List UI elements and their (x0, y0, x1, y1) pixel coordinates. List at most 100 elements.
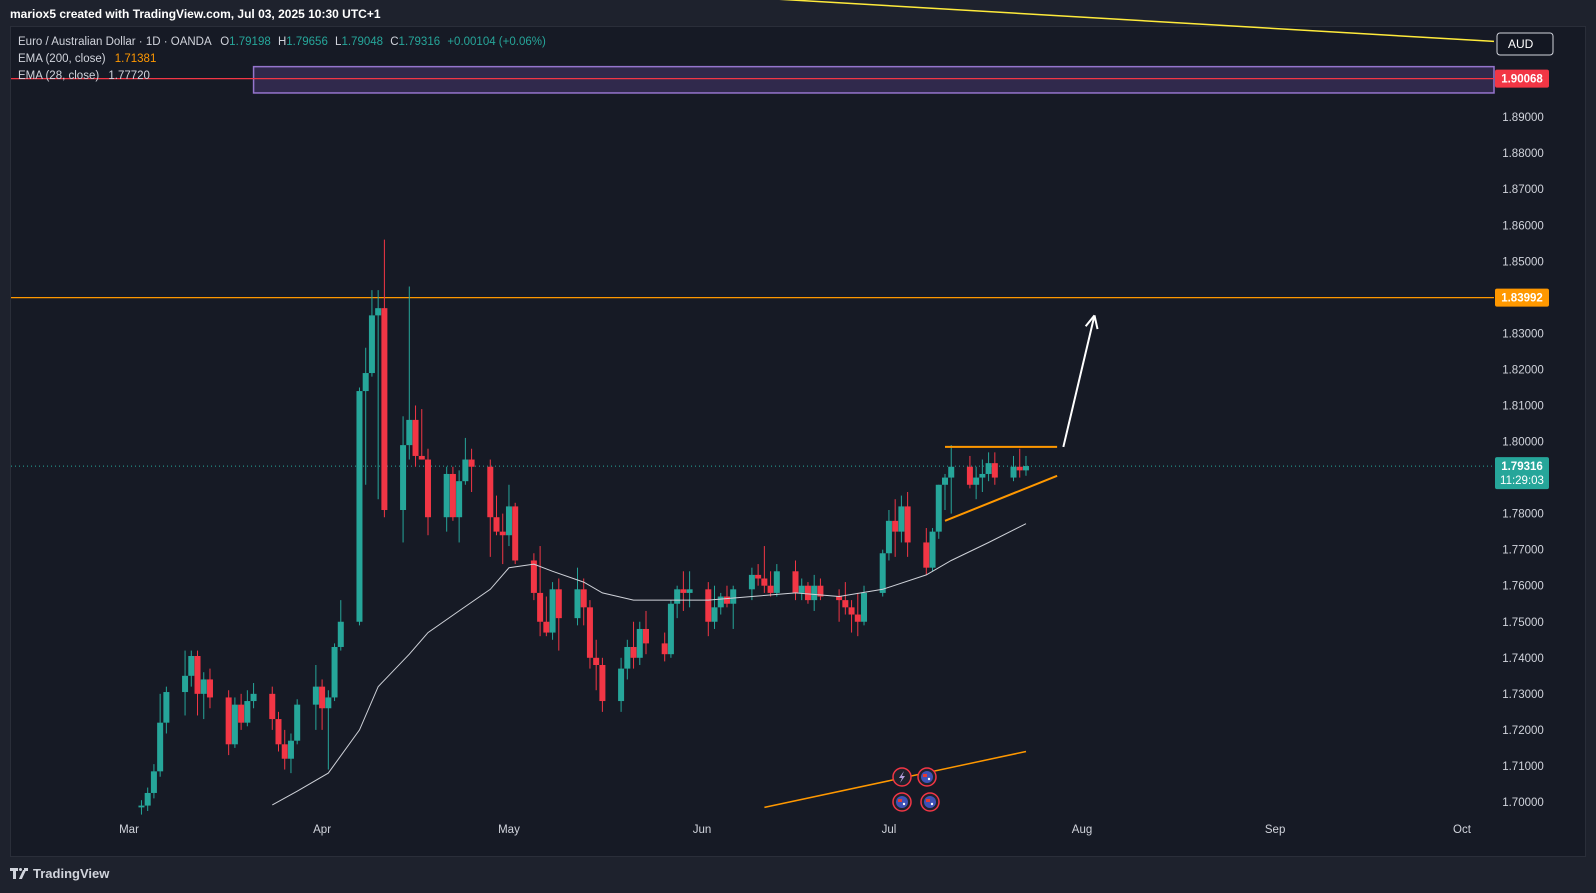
candle[interactable] (580, 578, 587, 626)
candle[interactable] (624, 639, 631, 680)
candle[interactable] (530, 553, 537, 601)
candle[interactable] (549, 582, 556, 640)
candle[interactable] (674, 585, 681, 619)
candle[interactable] (319, 679, 326, 730)
candle[interactable] (804, 582, 811, 604)
candle[interactable] (586, 600, 593, 669)
candle[interactable] (144, 787, 151, 811)
candle[interactable] (755, 564, 762, 586)
ema28-line[interactable] (272, 523, 1027, 806)
candle[interactable] (287, 733, 294, 774)
candle[interactable] (449, 466, 456, 521)
candle[interactable] (537, 546, 544, 637)
candle[interactable] (381, 239, 388, 518)
candle[interactable] (163, 686, 170, 734)
candle[interactable] (966, 455, 973, 489)
candle[interactable] (667, 600, 674, 658)
candle[interactable] (157, 693, 164, 777)
candle[interactable] (630, 621, 637, 669)
supply-zone[interactable] (252, 65, 1495, 94)
candle[interactable] (294, 699, 301, 745)
candle[interactable] (811, 574, 818, 611)
candle[interactable] (424, 448, 431, 536)
projection-arrow[interactable] (1062, 314, 1099, 448)
candle[interactable] (206, 668, 213, 709)
candle[interactable] (574, 567, 581, 626)
candle[interactable] (593, 639, 600, 691)
candle[interactable] (1022, 455, 1029, 476)
candle[interactable] (231, 697, 238, 748)
candle[interactable] (773, 564, 780, 597)
candle[interactable] (225, 690, 232, 756)
candle[interactable] (368, 290, 375, 377)
candle[interactable] (1010, 455, 1017, 482)
candle[interactable] (904, 491, 911, 557)
candle[interactable] (555, 578, 562, 651)
candle[interactable] (723, 585, 730, 608)
candle[interactable] (238, 693, 245, 730)
candle[interactable] (879, 549, 886, 597)
candle[interactable] (923, 528, 930, 575)
resistance-price-badge[interactable]: 1.83992 (1495, 288, 1549, 307)
candle[interactable] (487, 459, 494, 557)
last-price-badge[interactable]: 1.79316 11:29:03 (1495, 457, 1549, 490)
candle[interactable] (761, 546, 768, 593)
candle[interactable] (817, 578, 824, 601)
candle[interactable] (767, 571, 774, 597)
symbol-name[interactable]: Euro / Australian Dollar · 1D · OANDA (18, 36, 212, 48)
candle[interactable] (848, 600, 855, 633)
candle[interactable] (748, 567, 755, 601)
legend-ema200-row[interactable]: EMA (200, close) 1.71381 (18, 51, 546, 68)
candle[interactable] (941, 473, 948, 511)
candle[interactable] (362, 347, 369, 485)
candle[interactable] (792, 560, 799, 601)
candle[interactable] (505, 484, 512, 547)
candle[interactable] (200, 672, 207, 720)
triangle-support-line[interactable] (944, 474, 1058, 522)
candle[interactable] (705, 582, 712, 637)
candle[interactable] (468, 448, 475, 492)
zone_line-price-badge[interactable]: 1.90068 (1495, 69, 1549, 88)
candle[interactable] (188, 650, 195, 687)
candle[interactable] (711, 585, 718, 629)
candle[interactable] (150, 764, 157, 799)
candle[interactable] (643, 610, 650, 655)
candle[interactable] (331, 643, 338, 702)
candle[interactable] (948, 445, 955, 514)
candle[interactable] (798, 578, 805, 601)
candle[interactable] (462, 437, 469, 485)
candle[interactable] (973, 466, 980, 500)
candle[interactable] (991, 452, 998, 485)
long-trendline[interactable] (577, 0, 1495, 43)
candle[interactable] (512, 502, 519, 565)
candle[interactable] (618, 657, 625, 712)
candle[interactable] (543, 596, 550, 637)
candle[interactable] (375, 290, 382, 500)
candle[interactable] (1016, 448, 1023, 478)
candle[interactable] (412, 405, 419, 467)
candle[interactable] (929, 528, 936, 572)
candle[interactable] (935, 484, 942, 539)
candle[interactable] (493, 495, 500, 536)
flag-event-icon[interactable] (917, 767, 937, 787)
candle[interactable] (406, 286, 413, 460)
candle[interactable] (312, 665, 319, 730)
candle[interactable] (194, 650, 201, 716)
candle[interactable] (686, 571, 693, 608)
candle[interactable] (281, 729, 288, 770)
lightning-event-icon[interactable] (892, 767, 912, 787)
flag-event-icon[interactable] (892, 792, 912, 812)
candle[interactable] (418, 409, 425, 460)
tradingview-logo[interactable]: TradingView (10, 866, 109, 881)
candle[interactable] (250, 683, 257, 709)
candle[interactable] (636, 621, 643, 666)
candle[interactable] (456, 470, 463, 543)
candle[interactable] (400, 416, 407, 543)
candle[interactable] (244, 690, 251, 727)
candle[interactable] (443, 466, 450, 532)
candle[interactable] (717, 592, 724, 615)
flag-event-icon[interactable] (920, 792, 940, 812)
legend-ema28-row[interactable]: EMA (28, close) 1.77720 (18, 68, 546, 85)
candle[interactable] (836, 589, 843, 622)
